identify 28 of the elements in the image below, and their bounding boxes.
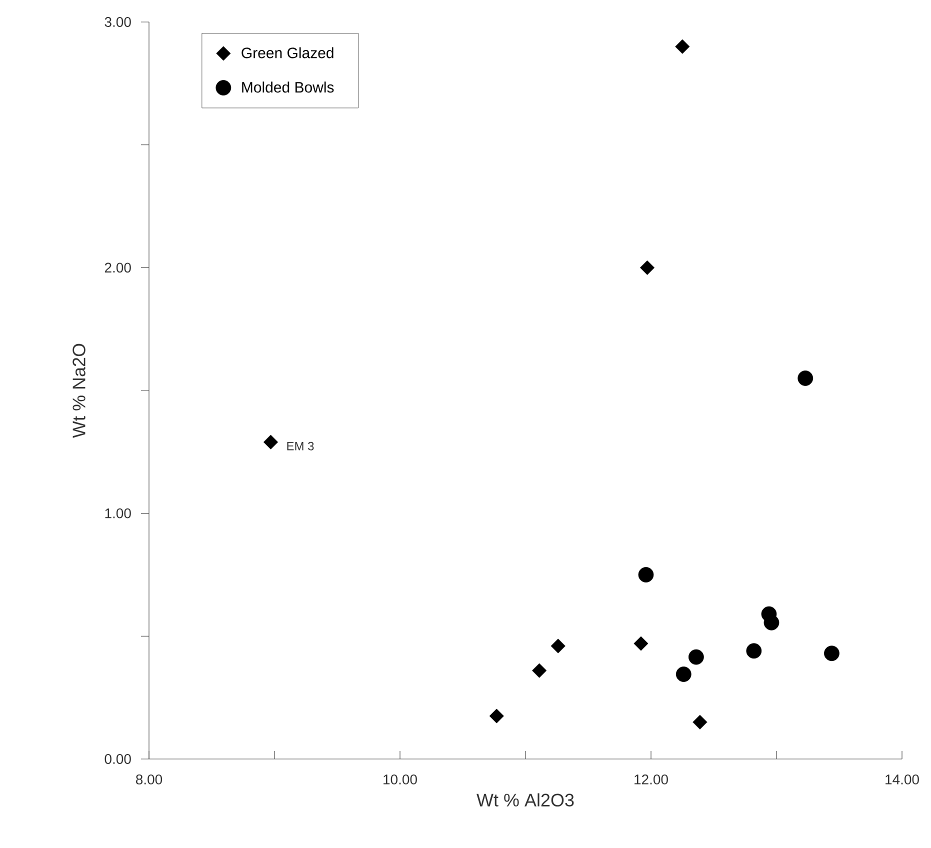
legend-label: Green Glazed xyxy=(242,47,334,58)
x-tick-label: 12.00 xyxy=(634,774,668,784)
x-tick-label: 14.00 xyxy=(886,774,919,784)
point xyxy=(798,370,814,386)
point xyxy=(550,638,566,654)
point xyxy=(263,434,278,450)
annotation: EM 3 xyxy=(287,442,314,450)
point xyxy=(676,666,692,682)
x-axis-title: Wt % Al2O3 xyxy=(476,793,574,806)
point xyxy=(634,636,648,651)
x-tick-label: 10.00 xyxy=(384,774,417,784)
point xyxy=(688,649,704,665)
point xyxy=(824,646,840,662)
point xyxy=(640,260,655,275)
y-tick-label: 2.00 xyxy=(104,262,131,273)
y-tick-label: 0.00 xyxy=(104,754,131,764)
y-tick-label: 1.00 xyxy=(105,508,131,518)
point xyxy=(746,643,762,659)
point xyxy=(692,714,708,730)
point xyxy=(532,663,547,678)
x-tick-label: 8.00 xyxy=(136,774,162,784)
point xyxy=(675,39,690,54)
point xyxy=(764,614,780,630)
point xyxy=(489,708,504,724)
y-axis-title: Wt % Na2O xyxy=(72,344,86,438)
point xyxy=(638,567,654,582)
y-tick-label: 3.00 xyxy=(104,17,131,27)
legend-label: Molded Bowls xyxy=(242,82,334,93)
